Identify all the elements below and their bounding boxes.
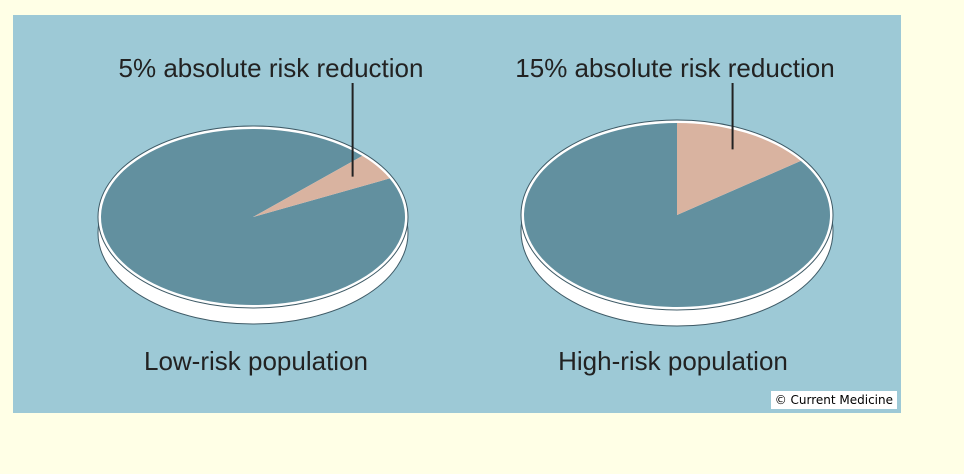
pie-high-risk-caption: High-risk population: [558, 346, 788, 376]
pie-charts: 5% absolute risk reduction Low-risk popu…: [97, 53, 835, 376]
pie-high-risk: 15% absolute risk reduction High-risk po…: [515, 53, 834, 376]
pie-low-risk-slice-main: [101, 129, 406, 305]
pie-low-risk-caption: Low-risk population: [144, 346, 368, 376]
pie-low-risk-slice-highlight: [253, 155, 390, 217]
pie-low-risk-highlight-label: 5% absolute risk reduction: [119, 53, 424, 83]
pie-high-risk-highlight-label: 15% absolute risk reduction: [515, 53, 834, 83]
copyright-credit: © Current Medicine: [770, 391, 897, 409]
chart-panel: 5% absolute risk reduction Low-risk popu…: [13, 15, 901, 413]
pie-high-risk-slice-highlight: [677, 123, 801, 215]
pie-low-risk: 5% absolute risk reduction Low-risk popu…: [97, 53, 424, 376]
